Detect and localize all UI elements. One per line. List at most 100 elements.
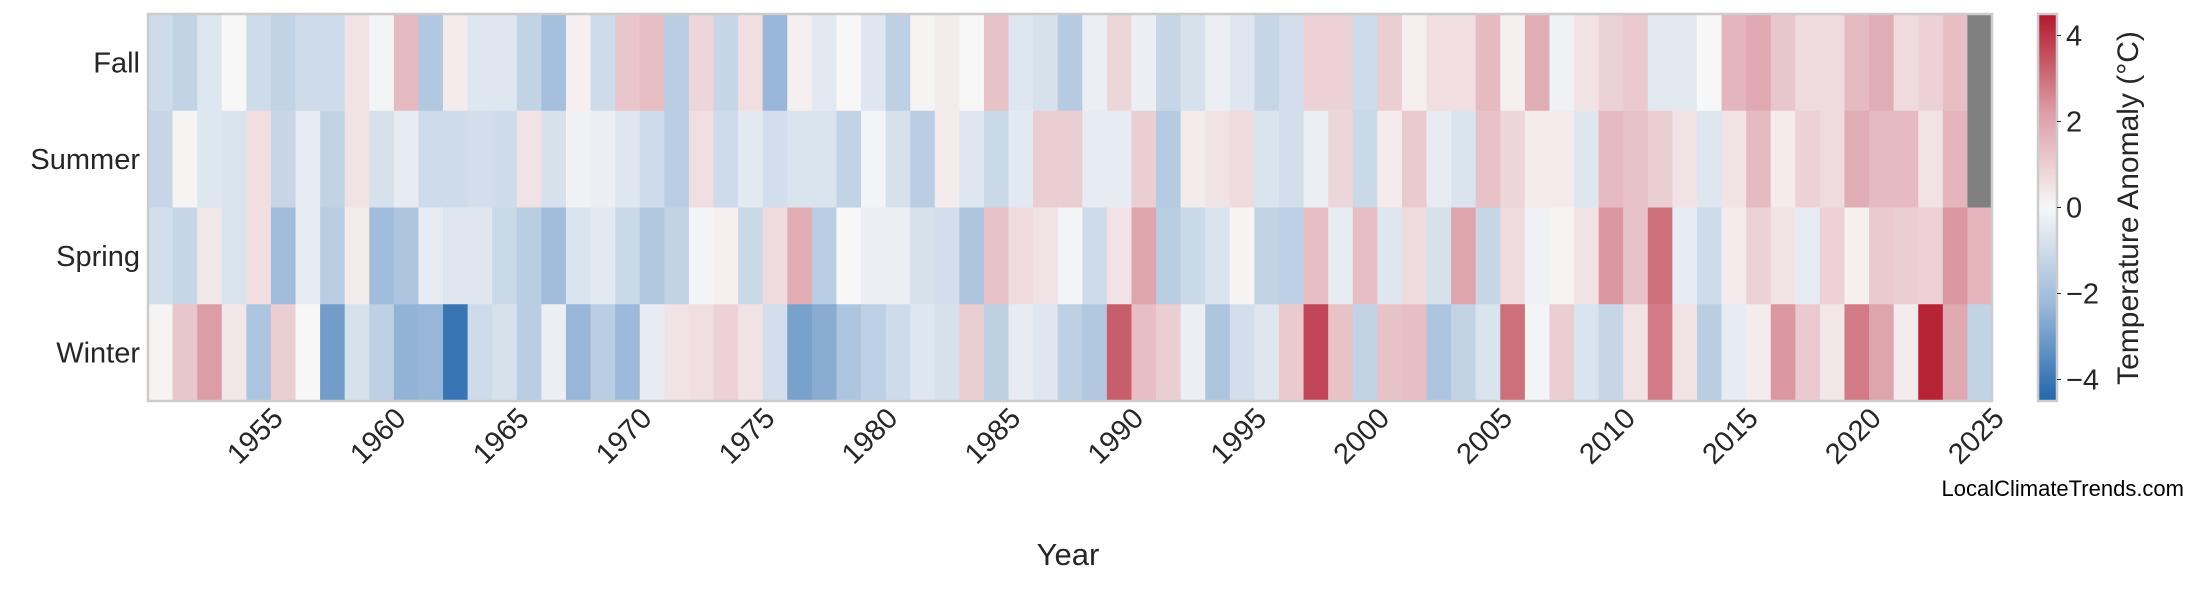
heatmap-cell-summer-1978: [811, 110, 838, 209]
heatmap-cell-fall-1998: [1303, 14, 1329, 112]
heatmap-cell-summer-1989: [1082, 110, 1108, 209]
heatmap-cell-fall-1992: [1156, 14, 1182, 112]
heatmap-cell-winter-2016: [1746, 304, 1772, 402]
x-tick-label: 2010: [1574, 402, 1642, 470]
heatmap-cell-summer-1959: [344, 110, 370, 209]
x-tick-label: 2005: [1451, 402, 1519, 470]
heatmap-cell-summer-2014: [1696, 110, 1723, 209]
heatmap-cell-summer-2018: [1795, 110, 1821, 209]
heatmap-cell-fall-2002: [1401, 14, 1428, 112]
heatmap-cell-fall-2000: [1352, 14, 1378, 112]
heatmap-cell-spring-2016: [1746, 207, 1772, 305]
heatmap-cell-summer-1966: [516, 110, 542, 209]
colorbar-tick-label: −4: [2066, 365, 2099, 397]
heatmap-cell-spring-1978: [811, 207, 838, 305]
x-tick-label: 1980: [836, 402, 904, 470]
heatmap-cell-summer-1953: [197, 110, 223, 209]
heatmap-cell-summer-2023: [1918, 110, 1944, 209]
heatmap-cell-summer-1992: [1156, 110, 1182, 209]
heatmap-cell-winter-1993: [1180, 304, 1206, 402]
heatmap-cell-winter-2018: [1795, 304, 1821, 402]
heatmap-cell-spring-1977: [787, 207, 813, 305]
heatmap-cell-summer-1969: [590, 110, 616, 209]
heatmap-cell-summer-1995: [1229, 110, 1255, 209]
heatmap-cell-spring-1990: [1106, 207, 1133, 305]
heatmap-cell-fall-1955: [246, 14, 272, 112]
heatmap-cell-fall-2022: [1893, 14, 1919, 112]
heatmap-cell-fall-2016: [1746, 14, 1772, 112]
heatmap-cell-fall-2009: [1574, 14, 1600, 112]
heatmap-cell-summer-2012: [1647, 110, 1673, 209]
heatmap-cell-fall-1996: [1254, 14, 1280, 112]
heatmap-cell-summer-1980: [861, 110, 887, 209]
heatmap-cell-winter-1989: [1082, 304, 1108, 402]
heatmap-cell-spring-2019: [1819, 207, 1846, 305]
heatmap-cell-spring-2002: [1401, 207, 1428, 305]
heatmap-cell-spring-2006: [1500, 207, 1526, 305]
heatmap-cell-summer-1998: [1303, 110, 1329, 209]
heatmap-cell-winter-2014: [1696, 304, 1723, 402]
heatmap-cell-fall-2005: [1475, 14, 1501, 112]
heatmap-cell-winter-1969: [590, 304, 616, 402]
heatmap-cell-fall-2025: [1967, 14, 1993, 112]
heatmap-cell-winter-2000: [1352, 304, 1378, 402]
heatmap-cell-spring-1971: [639, 207, 665, 305]
heatmap-cell-fall-2017: [1770, 14, 1796, 112]
heatmap-cell-spring-1964: [467, 207, 493, 305]
x-tick-label: 1995: [1205, 402, 1273, 470]
heatmap-cell-fall-1953: [197, 14, 223, 112]
heatmap-cell-summer-1970: [615, 110, 641, 209]
heatmap-cell-spring-2013: [1672, 207, 1698, 305]
heatmap-cell-spring-2020: [1844, 207, 1870, 305]
heatmap-cell-fall-2006: [1500, 14, 1526, 112]
x-tick-label: 1985: [959, 402, 1027, 470]
heatmap-cell-fall-1989: [1082, 14, 1108, 112]
heatmap-cell-winter-1975: [738, 304, 764, 402]
heatmap-cell-spring-1959: [344, 207, 370, 305]
heatmap-cell-spring-2017: [1770, 207, 1796, 305]
heatmap-cell-summer-2005: [1475, 110, 1501, 209]
heatmap-cell-winter-1959: [344, 304, 370, 402]
heatmap-cell-winter-1987: [1033, 304, 1059, 402]
heatmap-cell-summer-1984: [959, 110, 985, 209]
heatmap-cell-fall-1971: [639, 14, 665, 112]
heatmap-cell-winter-1955: [246, 304, 272, 402]
heatmap-cell-winter-1954: [221, 304, 247, 402]
heatmap-cell-winter-2021: [1869, 304, 1895, 402]
heatmap-cell-spring-1976: [762, 207, 788, 305]
heatmap-cell-winter-1971: [639, 304, 665, 402]
heatmap-cell-summer-1973: [688, 110, 715, 209]
heatmap-cell-winter-2009: [1574, 304, 1600, 402]
heatmap-cell-summer-1994: [1205, 110, 1231, 209]
heatmap-cell-winter-1994: [1205, 304, 1231, 402]
heatmap-cell-summer-2000: [1352, 110, 1378, 209]
heatmap-cell-winter-1988: [1057, 304, 1083, 402]
heatmap-cell-spring-1966: [516, 207, 542, 305]
heatmap-cell-winter-1992: [1156, 304, 1182, 402]
heatmap-cell-winter-1961: [393, 304, 420, 402]
heatmap-cell-summer-1981: [885, 110, 911, 209]
heatmap-cell-spring-1955: [246, 207, 272, 305]
heatmap-cell-spring-1983: [934, 207, 960, 305]
heatmap-cell-fall-1974: [713, 14, 739, 112]
heatmap-cell-summer-1963: [443, 110, 469, 209]
heatmap-cell-fall-1965: [492, 14, 518, 112]
heatmap-cell-fall-1975: [738, 14, 764, 112]
heatmap-cell-fall-1951: [148, 14, 174, 112]
heatmap-cell-fall-1978: [811, 14, 838, 112]
heatmap-cell-winter-2025: [1967, 304, 1993, 402]
colorbar-tick-label: 4: [2066, 21, 2082, 53]
heatmap-cell-spring-1992: [1156, 207, 1182, 305]
heatmap-cell-spring-2004: [1451, 207, 1477, 305]
heatmap-cell-spring-2012: [1647, 207, 1673, 305]
heatmap-cell-fall-1956: [270, 14, 297, 112]
heatmap-cell-spring-2000: [1352, 207, 1378, 305]
heatmap-cell-winter-1978: [811, 304, 838, 402]
heatmap-cell-winter-1974: [713, 304, 739, 402]
heatmap-cell-summer-1988: [1057, 110, 1083, 209]
heatmap-cell-winter-2023: [1918, 304, 1944, 402]
heatmap-cell-winter-1991: [1131, 304, 1157, 402]
heatmap-cell-fall-1967: [541, 14, 567, 112]
heatmap-cell-fall-2015: [1721, 14, 1747, 112]
heatmap-cell-winter-1963: [443, 304, 469, 402]
